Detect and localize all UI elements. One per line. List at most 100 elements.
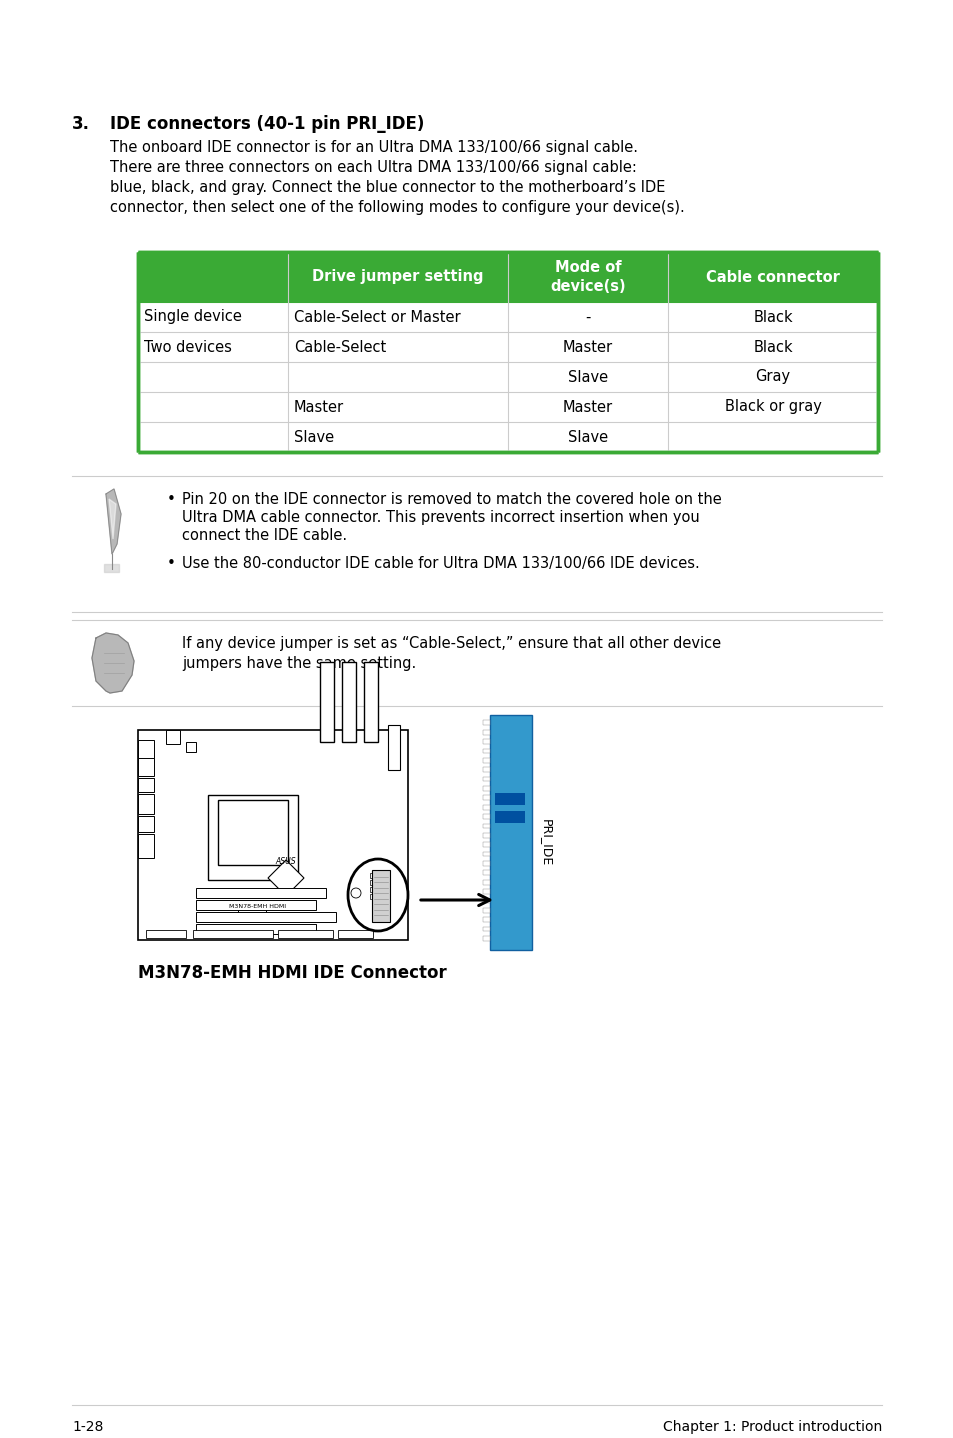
Bar (319, 661, 334, 742)
Bar (482, 805, 490, 810)
Polygon shape (106, 489, 121, 554)
Bar (482, 851, 490, 857)
Bar (277, 930, 333, 938)
Bar (166, 731, 180, 743)
Text: Cable connector: Cable connector (705, 269, 839, 285)
Bar (146, 930, 186, 938)
Bar (482, 833, 490, 838)
Text: Slave: Slave (567, 430, 607, 444)
Bar (482, 926, 490, 932)
Bar (337, 930, 373, 938)
Bar (482, 880, 490, 884)
Bar (195, 912, 335, 922)
Text: •: • (167, 557, 175, 571)
Bar (138, 778, 153, 792)
Text: -: - (585, 309, 590, 325)
Bar (370, 873, 377, 879)
Text: M3N78-EMH HDMI IDE Connector: M3N78-EMH HDMI IDE Connector (138, 963, 446, 982)
Text: connect the IDE cable.: connect the IDE cable. (182, 528, 347, 544)
Text: M3N78-EMH HDMI: M3N78-EMH HDMI (230, 905, 286, 909)
Bar (388, 725, 399, 769)
Text: PRI_IDE: PRI_IDE (539, 818, 552, 866)
Bar (208, 795, 297, 880)
Text: Gray: Gray (755, 370, 790, 384)
Polygon shape (91, 633, 133, 693)
Bar (364, 661, 377, 742)
Text: There are three connectors on each Ultra DMA 133/100/66 signal cable:: There are three connectors on each Ultra… (110, 160, 637, 175)
Bar (195, 889, 326, 897)
Text: If any device jumper is set as “Cable-Select,” ensure that all other device: If any device jumper is set as “Cable-Se… (182, 636, 720, 651)
Text: Cable-Select or Master: Cable-Select or Master (294, 309, 460, 325)
Bar (482, 917, 490, 922)
Bar (372, 870, 390, 922)
Text: connector, then select one of the following modes to configure your device(s).: connector, then select one of the follow… (110, 200, 684, 216)
Text: Pin 20 on the IDE connector is removed to match the covered hole on the: Pin 20 on the IDE connector is removed t… (182, 492, 721, 508)
Bar (138, 794, 153, 814)
Bar (193, 930, 273, 938)
Text: ASUS: ASUS (275, 857, 296, 867)
Bar (370, 894, 377, 899)
Bar (186, 742, 195, 752)
Bar (341, 661, 355, 742)
Bar (138, 731, 408, 940)
Bar (482, 777, 490, 781)
Text: Master: Master (294, 400, 344, 414)
Text: 1-28: 1-28 (71, 1419, 103, 1434)
Bar (482, 899, 490, 903)
Text: 3.: 3. (71, 115, 90, 132)
Text: Master: Master (562, 400, 613, 414)
Bar (482, 889, 490, 894)
Text: The onboard IDE connector is for an Ultra DMA 133/100/66 signal cable.: The onboard IDE connector is for an Ultr… (110, 139, 638, 155)
Text: Cable-Select: Cable-Select (294, 339, 386, 355)
Text: Master: Master (562, 339, 613, 355)
Bar (195, 900, 315, 910)
Bar (495, 811, 524, 823)
Text: blue, black, and gray. Connect the blue connector to the motherboard’s IDE: blue, black, and gray. Connect the blue … (110, 180, 664, 196)
Text: Chapter 1: Product introduction: Chapter 1: Product introduction (662, 1419, 882, 1434)
Bar (482, 907, 490, 913)
Text: Use the 80-conductor IDE cable for Ultra DMA 133/100/66 IDE devices.: Use the 80-conductor IDE cable for Ultra… (182, 557, 699, 571)
Bar (482, 720, 490, 725)
Bar (138, 815, 153, 833)
Bar (482, 814, 490, 818)
Bar (482, 843, 490, 847)
Polygon shape (104, 564, 119, 572)
Text: Slave: Slave (567, 370, 607, 384)
Bar (370, 887, 377, 892)
Text: Mode of
device(s): Mode of device(s) (550, 260, 625, 293)
Polygon shape (109, 499, 116, 539)
Text: Two devices: Two devices (144, 339, 232, 355)
Bar (237, 905, 266, 917)
Text: Black: Black (753, 339, 792, 355)
Text: IDE connectors (40-1 pin PRI_IDE): IDE connectors (40-1 pin PRI_IDE) (110, 115, 424, 132)
Bar (482, 795, 490, 800)
Bar (482, 768, 490, 772)
Polygon shape (268, 860, 304, 896)
Bar (482, 749, 490, 754)
Text: Drive jumper setting: Drive jumper setting (312, 269, 483, 285)
Bar (495, 792, 524, 805)
Text: •: • (167, 492, 175, 508)
Bar (138, 834, 153, 858)
Bar (482, 739, 490, 743)
Bar (138, 741, 153, 762)
Bar (482, 936, 490, 940)
Bar (138, 758, 153, 777)
Bar (370, 880, 377, 884)
Bar (490, 715, 532, 951)
Bar (482, 731, 490, 735)
Bar (195, 925, 315, 935)
Bar (482, 758, 490, 762)
Text: Single device: Single device (144, 309, 242, 325)
Text: Black or gray: Black or gray (723, 400, 821, 414)
Bar (482, 824, 490, 828)
Bar (138, 252, 877, 302)
Text: jumpers have the same setting.: jumpers have the same setting. (182, 656, 416, 672)
Text: Black: Black (753, 309, 792, 325)
Text: Ultra DMA cable connector. This prevents incorrect insertion when you: Ultra DMA cable connector. This prevents… (182, 510, 699, 525)
Bar (218, 800, 288, 866)
Bar (482, 787, 490, 791)
Bar (482, 861, 490, 866)
Bar (482, 870, 490, 876)
Text: Slave: Slave (294, 430, 334, 444)
